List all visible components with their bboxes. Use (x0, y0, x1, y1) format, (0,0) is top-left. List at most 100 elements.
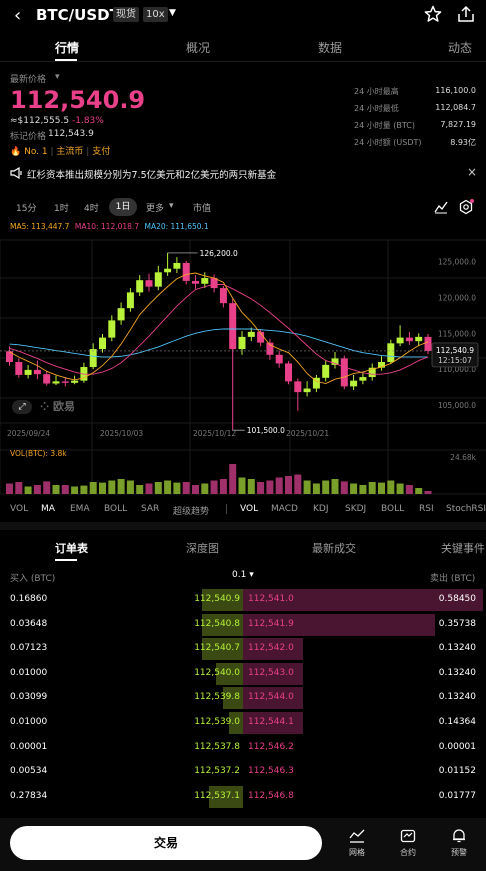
share-icon[interactable] (457, 5, 475, 23)
candlestick-chart[interactable]: 125,000.0 120,000.0 115,000.0 110,000.0 105,… (0, 218, 486, 503)
chevron-down-icon[interactable]: ▾ (169, 201, 174, 211)
orderbook-row[interactable]: 0.00534 112,537.2 112,546.3 0.01152 (0, 760, 486, 784)
bid-depth-bar (202, 613, 243, 636)
pair-title[interactable]: BTC/USDT (36, 6, 120, 24)
ind-ma[interactable]: MA (41, 504, 55, 514)
ask-quantity: 0.01152 (438, 766, 476, 777)
orderbook-row[interactable]: 0.03099 112,539.8 112,544.0 0.13240 (0, 686, 486, 710)
price-label-dropdown-icon[interactable]: ▾ (55, 72, 60, 82)
ob-tab-depth[interactable]: 深度图 (186, 542, 219, 555)
grid-button[interactable]: 网格 (340, 828, 374, 858)
ob-tab-orderbook[interactable]: 订单表 (55, 542, 88, 555)
ind-boll[interactable]: BOLL (104, 504, 128, 514)
orderbook-row[interactable]: 0.07123 112,540.7 112,542.0 0.13240 (0, 637, 486, 661)
expand-icon[interactable]: ⤢ (12, 400, 32, 414)
pair-dropdown-icon[interactable]: ▼ (169, 8, 176, 18)
orderbook-row[interactable]: 0.16860 112,540.9 112,541.0 0.58450 (0, 588, 486, 612)
orderbook-row[interactable]: 0.03648 112,540.8 112,541.9 0.35738 (0, 613, 486, 637)
timeframe-4h[interactable]: 4时 (84, 204, 99, 214)
ind-sub-vol[interactable]: VOL (240, 504, 259, 514)
volume-bar (117, 479, 125, 494)
candle-body (52, 381, 60, 384)
top-header: ‹ BTC/USDT 现货 10x ▼ (0, 0, 486, 30)
ask-quantity: 0.01777 (438, 790, 476, 801)
orderbook-row[interactable]: 0.01000 112,539.0 112,544.1 0.14364 (0, 711, 486, 735)
back-arrow-icon[interactable]: ‹ (14, 5, 22, 26)
candle-body (405, 337, 413, 342)
ask-price: 112,542.0 (248, 643, 294, 654)
candle-body (238, 336, 246, 350)
volume-bar (71, 486, 79, 494)
contract-button[interactable]: 合约 (391, 828, 425, 858)
volume-bar (15, 482, 23, 494)
volume-bar (192, 485, 199, 494)
ob-tab-trades[interactable]: 最新成交 (312, 542, 356, 555)
timeframe-marketcap[interactable]: 市值 (193, 204, 212, 214)
candle-body (340, 358, 348, 387)
tag-mainstream[interactable]: 主流币 (56, 147, 84, 157)
ind-sub-kdj[interactable]: KDJ (313, 504, 329, 514)
leverage-badge: 10x (143, 7, 168, 22)
indicator-icon[interactable] (434, 200, 448, 214)
volume-bar (266, 480, 274, 494)
bid-price: 112,540.7 (194, 643, 240, 654)
candle-body (43, 374, 51, 384)
price-chart[interactable]: MA5: 113,447.7 MA10: 112,018.7 MA20: 111… (0, 218, 486, 503)
candle-body (415, 336, 423, 342)
timeframe-1h[interactable]: 1时 (54, 204, 69, 214)
timeframe-more[interactable]: 更多 (146, 204, 165, 214)
candle-body (275, 354, 283, 364)
last-price-label[interactable]: 最新价格 (10, 75, 47, 85)
orderbook-row[interactable]: 0.01000 112,540.0 112,543.0 0.13240 (0, 662, 486, 686)
usd-price: ≈$112,555.5 (10, 116, 70, 126)
timeframe-bar: 15分 1时 4时 1日 更多 ▾ 市值 (0, 196, 486, 218)
ind-supertrend[interactable]: 超级趋势 (173, 507, 210, 517)
ask-depth-bar (243, 712, 303, 734)
x-tick-label: 2025/09/24 (7, 429, 50, 438)
ma20-line (9, 328, 428, 358)
tag-payment[interactable]: 支付 (92, 147, 111, 157)
watermark-logo: ⁘ 欧易 (40, 400, 76, 413)
candle-body (396, 337, 404, 344)
precision-select[interactable]: 0.1 ▾ (232, 570, 254, 580)
ind-sub-skdj[interactable]: SKDJ (345, 504, 367, 514)
timeframe-1d[interactable]: 1日 (109, 198, 137, 216)
ind-vol[interactable]: VOL (10, 504, 29, 514)
tab-market[interactable]: 行情 (55, 41, 80, 55)
timeframe-15m[interactable]: 15分 (16, 204, 37, 214)
ind-sub-stochrsi[interactable]: StochRSI (446, 504, 486, 514)
volume-bar (6, 483, 13, 494)
trade-button[interactable]: 交易 (10, 826, 322, 860)
ask-depth-bar (243, 687, 303, 710)
ob-tab-events[interactable]: 关键事件 (441, 542, 485, 555)
bid-depth-bar (202, 638, 243, 661)
ind-sub-macd[interactable]: MACD (271, 504, 298, 514)
volume-bar (387, 480, 395, 494)
ma10-label: MA10: 112,018.7 (74, 222, 140, 231)
star-icon[interactable] (424, 5, 442, 23)
tag-rank[interactable]: No. 1 (24, 147, 48, 157)
orderbook-row[interactable]: 0.00001 112,537.8 112,546.2 0.00001 (0, 736, 486, 760)
alert-button[interactable]: 预警 (442, 828, 476, 858)
ind-ema[interactable]: EMA (70, 504, 90, 514)
ask-depth-bar (243, 638, 303, 661)
news-text[interactable]: 红杉资本推出规模分别为7.5亿美元和2亿美元的两只新基金 (27, 170, 277, 181)
tab-data[interactable]: 数据 (318, 41, 343, 55)
ind-sub-rsi[interactable]: RSI (419, 504, 434, 514)
tab-overview[interactable]: 概况 (186, 41, 211, 55)
candle-body (201, 278, 209, 284)
close-icon[interactable]: × (467, 165, 478, 179)
volume-bar (99, 482, 106, 494)
candle-body (24, 369, 32, 375)
candle-body (182, 262, 190, 281)
ind-sub-boll[interactable]: BOLL (381, 504, 405, 514)
news-banner[interactable]: 红杉资本推出规模分别为7.5亿美元和2亿美元的两只新基金 × (0, 160, 486, 186)
candle-body (350, 380, 358, 387)
volume-bar (43, 481, 51, 494)
tab-news[interactable]: 动态 (448, 41, 473, 55)
orderbook-row[interactable]: 0.27834 112,537.1 112,546.8 0.01777 (0, 785, 486, 809)
ind-sar[interactable]: SAR (141, 504, 160, 514)
settings-hex-icon[interactable] (458, 199, 474, 215)
candle-body (33, 369, 41, 375)
candle-body (247, 331, 255, 337)
